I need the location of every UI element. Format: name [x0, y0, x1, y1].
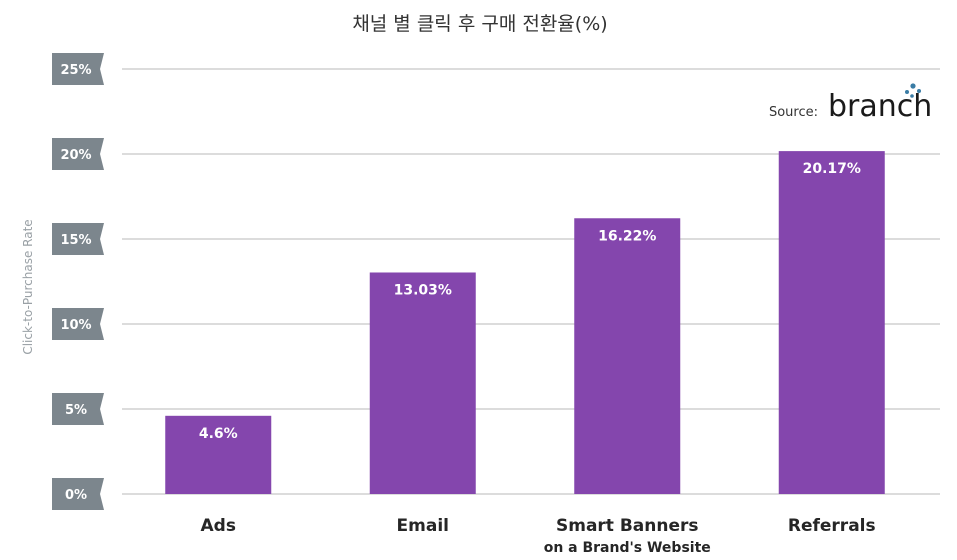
y-tick-label: 10%	[60, 318, 91, 333]
bar	[165, 415, 272, 494]
x-category-sublabel: on a Brand's Website	[544, 540, 711, 556]
bar	[778, 151, 885, 495]
x-category-label: Referrals	[788, 516, 876, 536]
source-brand-logo: branch	[828, 89, 932, 124]
y-tick-label: 15%	[60, 233, 91, 248]
y-tick: 25%	[52, 53, 104, 85]
y-tick: 20%	[52, 138, 104, 170]
branch-logo-icon	[905, 83, 921, 98]
y-tick-label: 0%	[65, 488, 87, 503]
bar-group: 20.17%	[778, 151, 885, 495]
y-tick: 15%	[52, 223, 104, 255]
x-axis-categories: Ads Email Smart Banners on a Brand's Websit…	[201, 516, 876, 556]
bar-group: 13.03%	[369, 272, 476, 494]
y-tick-badge	[52, 478, 104, 510]
y-tick: 10%	[52, 308, 104, 340]
y-tick-label: 25%	[60, 63, 91, 78]
bar-data-label: 16.22%	[598, 228, 656, 244]
y-tick-label: 5%	[65, 403, 87, 418]
y-tick-badge	[52, 308, 104, 340]
y-axis-label: Click-to-Purchase Rate	[21, 219, 35, 354]
source-attribution: Source: branch	[769, 83, 932, 124]
source-label: Source:	[769, 105, 818, 120]
bar-data-label: 20.17%	[803, 161, 861, 177]
bar-group: 16.22%	[574, 218, 681, 494]
y-tick-label: 20%	[60, 148, 91, 163]
bar-data-label: 4.6%	[199, 426, 238, 442]
x-category-label: Ads	[201, 516, 236, 536]
x-category-label: Email	[397, 516, 449, 536]
bar	[574, 218, 681, 494]
y-tick-badge	[52, 138, 104, 170]
y-axis-ticks: 0% 5% 10% 15% 20% 25%	[52, 53, 104, 510]
bars: 4.6% 13.03% 16.22% 20.17%	[165, 151, 885, 495]
y-tick: 0%	[52, 478, 104, 510]
y-tick-badge	[52, 223, 104, 255]
y-tick-badge	[52, 393, 104, 425]
bar-data-label: 13.03%	[394, 282, 452, 298]
x-category-label: Smart Banners	[556, 516, 699, 536]
bar-group: 4.6%	[165, 415, 272, 494]
chart-title: 채널 별 클릭 후 구매 전환율(%)	[352, 13, 607, 35]
y-tick-badge	[52, 53, 104, 85]
bar	[369, 272, 476, 494]
y-tick: 5%	[52, 393, 104, 425]
